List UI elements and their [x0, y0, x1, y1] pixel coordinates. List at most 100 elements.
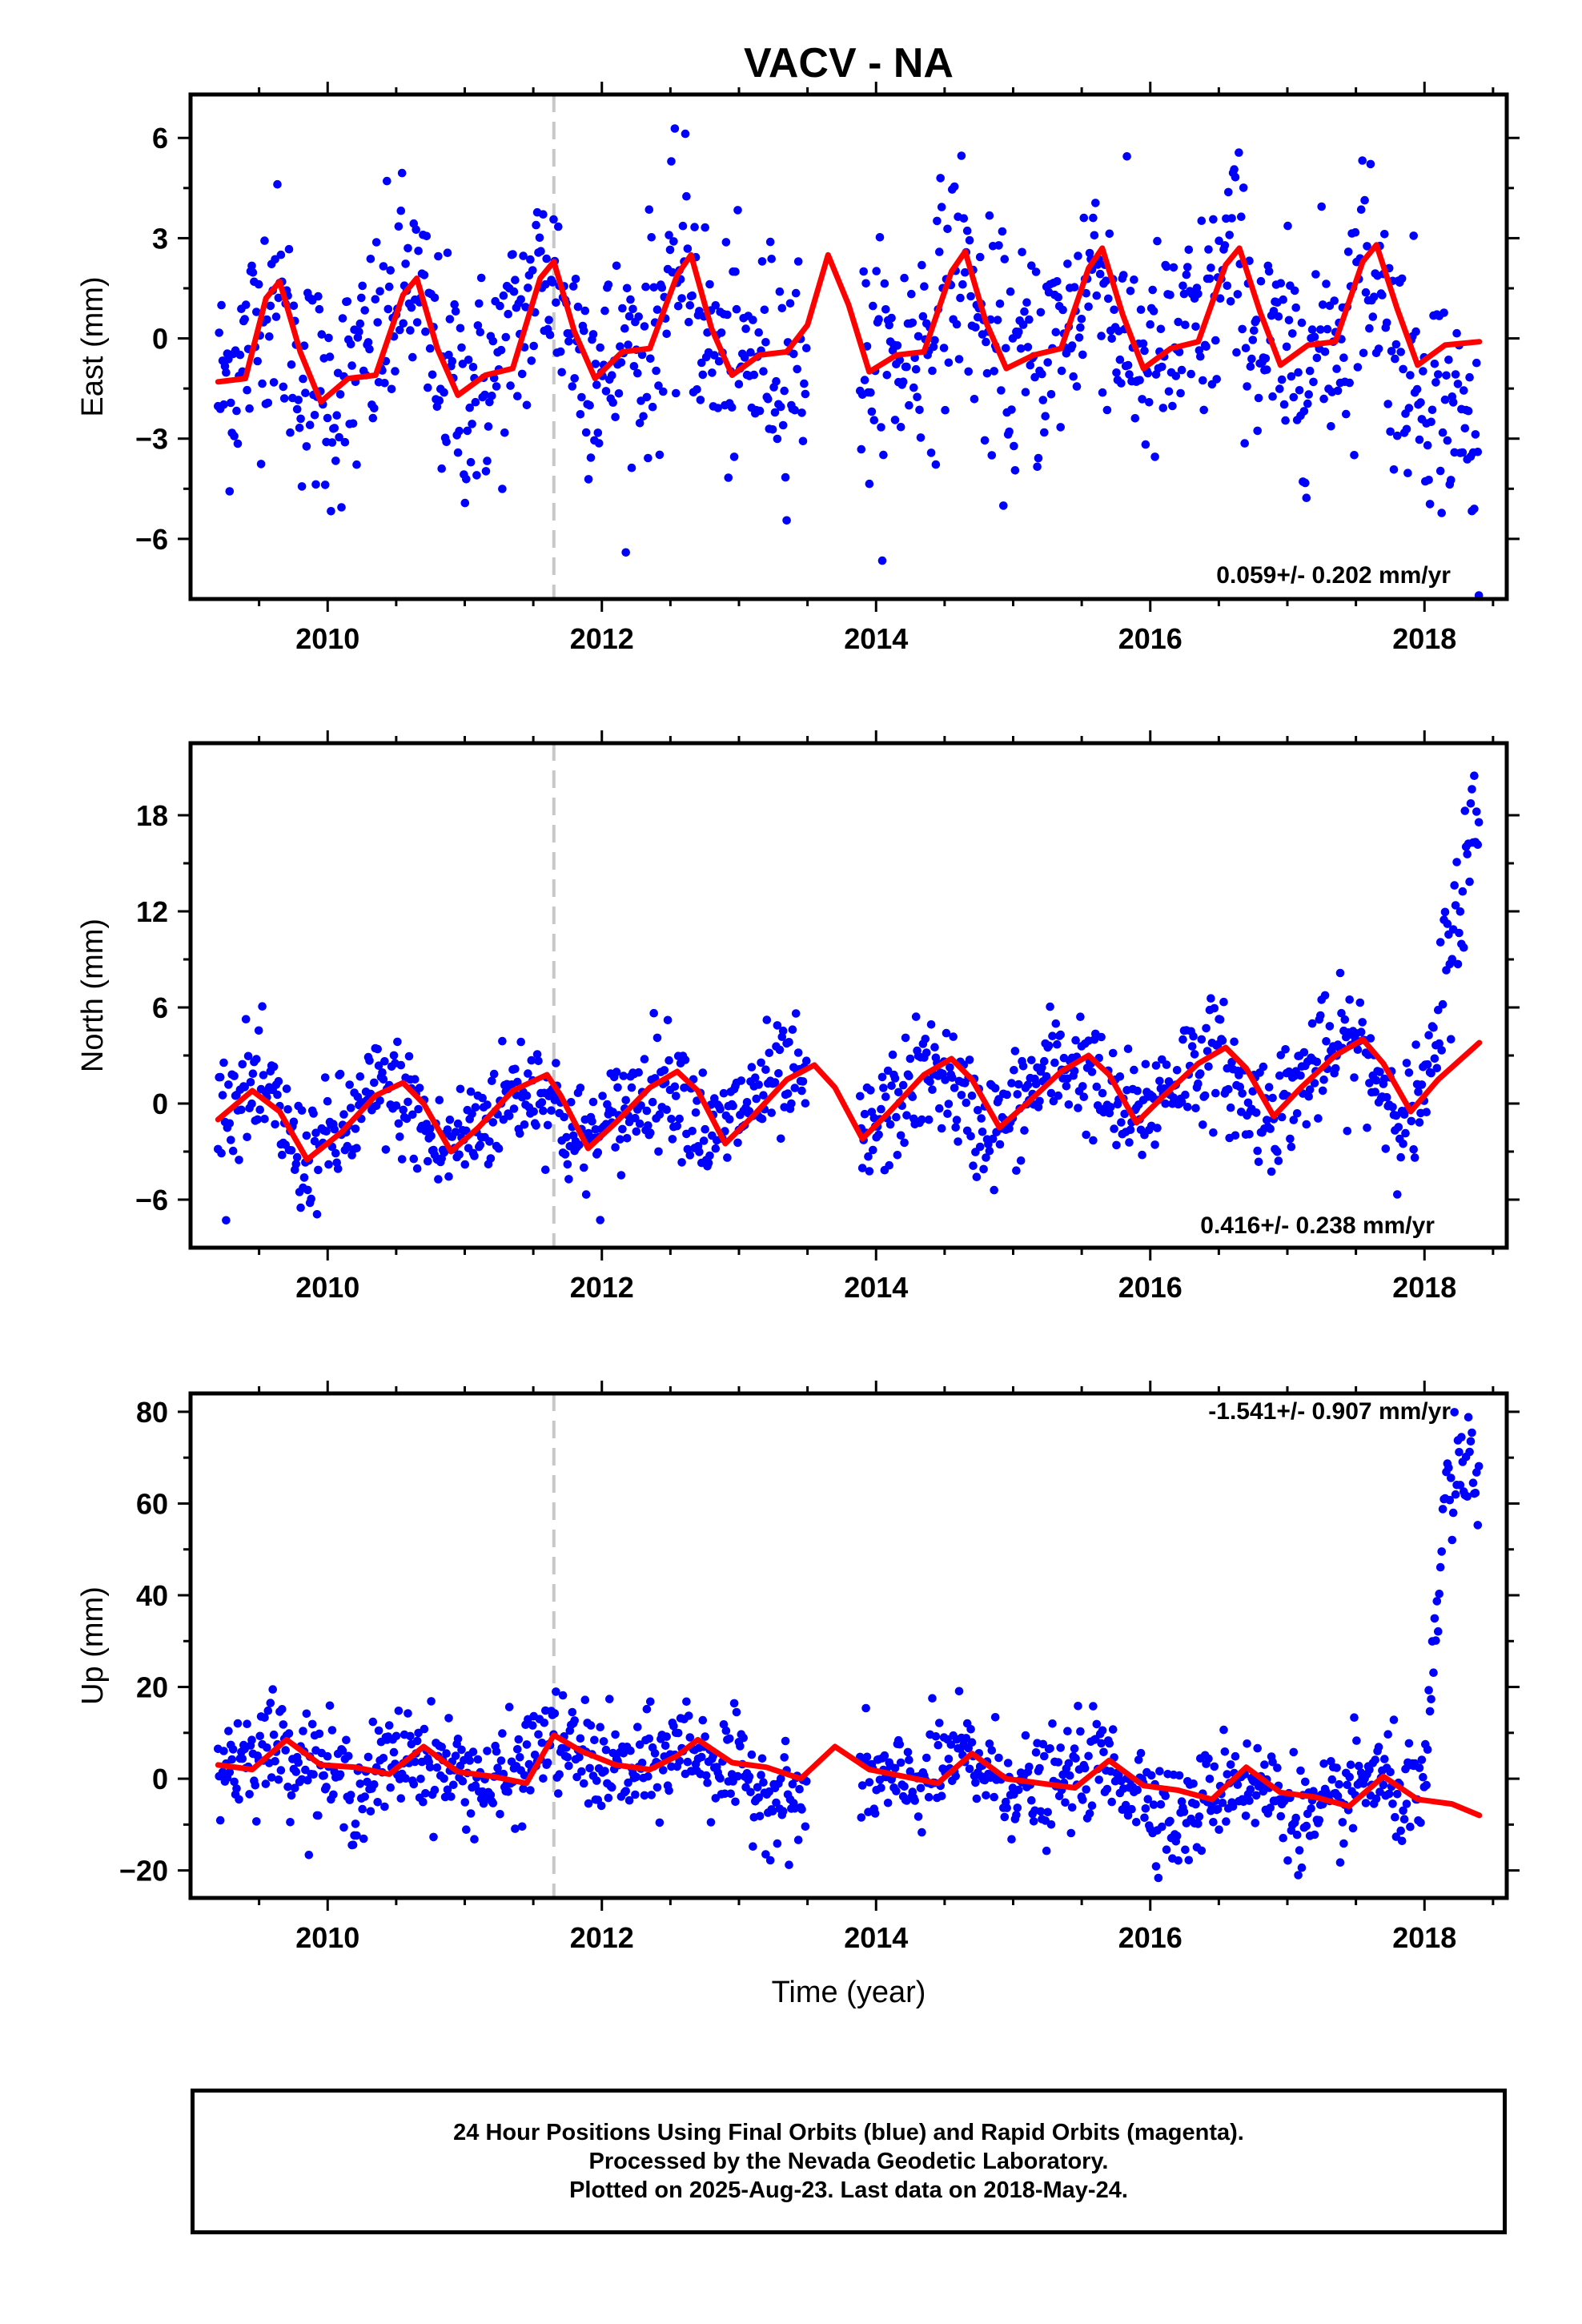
daily-position-point: [879, 451, 888, 460]
daily-position-point: [779, 1807, 788, 1815]
daily-position-point: [876, 233, 885, 242]
daily-position-point: [881, 1092, 890, 1101]
daily-position-point: [799, 1077, 808, 1086]
daily-position-point: [1294, 368, 1303, 377]
daily-position-point: [242, 300, 251, 309]
daily-position-point: [373, 1045, 382, 1054]
daily-position-point: [1109, 1049, 1118, 1058]
daily-position-point: [483, 1100, 492, 1109]
daily-position-point: [1474, 1521, 1483, 1530]
daily-position-point: [462, 1825, 471, 1834]
daily-position-point: [647, 233, 656, 242]
daily-position-point: [624, 340, 632, 349]
daily-position-point: [799, 437, 808, 446]
daily-position-point: [385, 283, 394, 292]
daily-position-point: [1396, 348, 1405, 356]
daily-position-point: [500, 292, 508, 300]
daily-position-point: [1428, 406, 1437, 415]
daily-position-point: [1263, 365, 1271, 374]
daily-position-point: [912, 1012, 921, 1021]
x-axis-label: Time (year): [772, 1976, 926, 2009]
daily-position-point: [1447, 476, 1456, 485]
daily-position-point: [278, 1151, 287, 1160]
daily-position-point: [1211, 1089, 1220, 1098]
daily-position-point: [1275, 1156, 1283, 1165]
daily-position-point: [1265, 1083, 1274, 1092]
daily-position-point: [315, 305, 324, 314]
daily-position-point: [344, 1752, 353, 1761]
daily-position-point: [1142, 440, 1150, 449]
daily-position-point: [1403, 468, 1412, 477]
daily-position-point: [326, 1702, 335, 1711]
daily-position-point: [877, 1783, 885, 1792]
daily-position-point: [978, 1128, 987, 1136]
daily-position-point: [1209, 1818, 1218, 1827]
daily-position-point: [465, 1756, 474, 1765]
daily-position-point: [1403, 1799, 1411, 1808]
daily-position-point: [976, 253, 985, 262]
daily-position-point: [685, 1711, 693, 1720]
daily-position-point: [879, 1084, 888, 1092]
daily-position-point: [1433, 1597, 1442, 1606]
daily-position-point: [1201, 1092, 1210, 1100]
daily-position-point: [469, 1747, 478, 1756]
daily-position-point: [801, 1823, 810, 1831]
daily-position-point: [1166, 1817, 1174, 1826]
daily-position-point: [406, 1732, 415, 1741]
daily-position-point: [1175, 1771, 1184, 1780]
daily-position-point: [1345, 1773, 1354, 1782]
daily-position-point: [395, 1707, 404, 1715]
daily-position-point: [886, 1120, 895, 1129]
daily-position-point: [672, 1092, 681, 1100]
daily-position-point: [1145, 398, 1154, 407]
daily-position-point: [964, 368, 973, 376]
daily-position-point: [1452, 329, 1461, 338]
daily-position-point: [1078, 351, 1087, 360]
daily-position-point: [408, 353, 417, 362]
daily-position-point: [1142, 1060, 1150, 1069]
daily-position-point: [626, 296, 635, 304]
daily-position-point: [723, 311, 732, 320]
daily-position-point: [255, 1105, 264, 1114]
daily-position-point: [1045, 1041, 1054, 1050]
daily-position-point: [786, 300, 795, 308]
daily-position-point: [725, 1115, 734, 1124]
daily-position-point: [1117, 379, 1126, 388]
daily-position-point: [1139, 340, 1148, 348]
daily-position-point: [729, 1102, 737, 1111]
daily-position-point: [934, 1741, 943, 1750]
daily-position-point: [1279, 296, 1287, 304]
daily-position-point: [665, 1056, 673, 1065]
daily-position-point: [1133, 1087, 1142, 1096]
daily-position-point: [347, 1791, 355, 1799]
daily-position-point: [922, 1048, 931, 1057]
daily-position-point: [865, 1778, 874, 1787]
daily-position-point: [1339, 1818, 1347, 1827]
daily-position-point: [1224, 188, 1233, 197]
daily-position-point: [1278, 376, 1287, 384]
daily-position-point: [922, 1754, 931, 1763]
daily-position-point: [397, 1061, 406, 1070]
velocity-rate-label: 0.416+/- 0.238 mm/yr: [1200, 1212, 1435, 1239]
daily-position-point: [444, 1714, 453, 1723]
daily-position-point: [1152, 1862, 1161, 1871]
caption-line-orbits: 24 Hour Positions Using Final Orbits (bl…: [453, 2118, 1244, 2147]
daily-position-point: [877, 1105, 885, 1114]
daily-position-point: [224, 1727, 233, 1735]
daily-position-point: [580, 327, 588, 336]
daily-position-point: [513, 392, 522, 400]
daily-position-point: [891, 416, 900, 424]
daily-position-point: [997, 386, 1006, 395]
daily-position-point: [1411, 1153, 1419, 1162]
daily-position-point: [1110, 306, 1118, 315]
daily-position-point: [273, 1091, 282, 1100]
daily-position-point: [1098, 388, 1107, 397]
daily-position-point: [679, 222, 688, 231]
daily-position-point: [1298, 1864, 1307, 1872]
daily-position-point: [1447, 1035, 1456, 1043]
daily-position-point: [511, 1065, 520, 1074]
daily-position-point: [498, 1037, 507, 1046]
daily-position-point: [301, 388, 310, 397]
daily-position-point: [1142, 1804, 1150, 1813]
daily-position-point: [287, 1791, 296, 1800]
